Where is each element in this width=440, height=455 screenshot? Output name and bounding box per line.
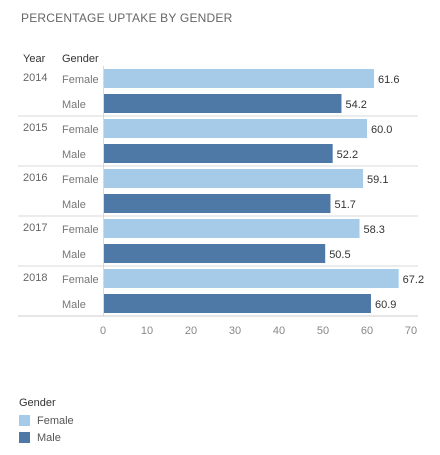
year-label: 2014: [23, 72, 47, 84]
gender-label: Female: [62, 124, 99, 136]
x-tick-label: 60: [361, 325, 373, 337]
legend-label: Male: [37, 431, 61, 444]
bar-male: [103, 94, 342, 113]
gender-label: Male: [62, 149, 86, 161]
gender-label: Female: [62, 274, 99, 286]
data-label: 67.2: [403, 274, 424, 286]
bar-female: [103, 269, 399, 288]
legend: Gender Female Male: [19, 397, 74, 446]
data-label: 60.9: [375, 299, 396, 311]
data-label: 51.7: [334, 199, 355, 211]
row-headers: Year Gender: [23, 53, 99, 65]
bar-male: [103, 144, 333, 163]
gender-label: Male: [62, 99, 86, 111]
legend-swatch: [19, 432, 30, 443]
bar-female: [103, 169, 364, 188]
x-axis: 0 10 20 30 40 50 60 70: [100, 325, 417, 337]
data-label: 61.6: [378, 74, 399, 86]
gender-label: Male: [62, 199, 86, 211]
gender-label: Female: [62, 224, 99, 236]
x-tick-label: 40: [273, 325, 285, 337]
data-label: 58.3: [364, 224, 385, 236]
gender-label: Male: [62, 299, 86, 311]
bar-male: [103, 294, 371, 313]
data-label: 54.2: [345, 99, 366, 111]
bar-female: [103, 219, 360, 238]
year-label: 2015: [23, 122, 47, 134]
x-tick-label: 20: [185, 325, 197, 337]
data-label: 50.5: [329, 249, 350, 261]
year-column-header: Year: [23, 53, 46, 65]
x-tick-label: 70: [405, 325, 417, 337]
gender-label: Female: [62, 174, 99, 186]
bar-male: [103, 194, 331, 213]
chart-rows: 2014 Female 61.6 Male 54.2 2015 Female 60.0 Male…: [18, 66, 424, 317]
legend-title: Gender: [19, 397, 56, 409]
gender-column-header: Gender: [62, 53, 99, 65]
data-label: 60.0: [371, 124, 392, 136]
legend-item: Male: [19, 429, 74, 446]
x-tick-label: 0: [100, 325, 106, 337]
year-label: 2018: [23, 272, 47, 284]
data-label: 52.2: [337, 149, 358, 161]
x-tick-label: 30: [229, 325, 241, 337]
data-label: 59.1: [367, 174, 388, 186]
bar-female: [103, 119, 367, 138]
chart-title: PERCENTAGE UPTAKE BY GENDER: [21, 11, 233, 25]
bar-female: [103, 69, 375, 88]
legend-label: Female: [37, 414, 74, 427]
year-label: 2017: [23, 222, 47, 234]
bar-chart: Year Gender 2014 Female 61.6 Male 54.2 2015 Fem…: [18, 53, 424, 337]
x-tick-label: 10: [141, 325, 153, 337]
year-label: 2016: [23, 172, 47, 184]
bar-male: [103, 244, 326, 263]
x-tick-label: 50: [317, 325, 329, 337]
legend-swatch: [19, 415, 30, 426]
gender-label: Male: [62, 249, 86, 261]
legend-items: Female Male: [19, 412, 74, 446]
gender-label: Female: [62, 74, 99, 86]
legend-item: Female: [19, 412, 74, 429]
